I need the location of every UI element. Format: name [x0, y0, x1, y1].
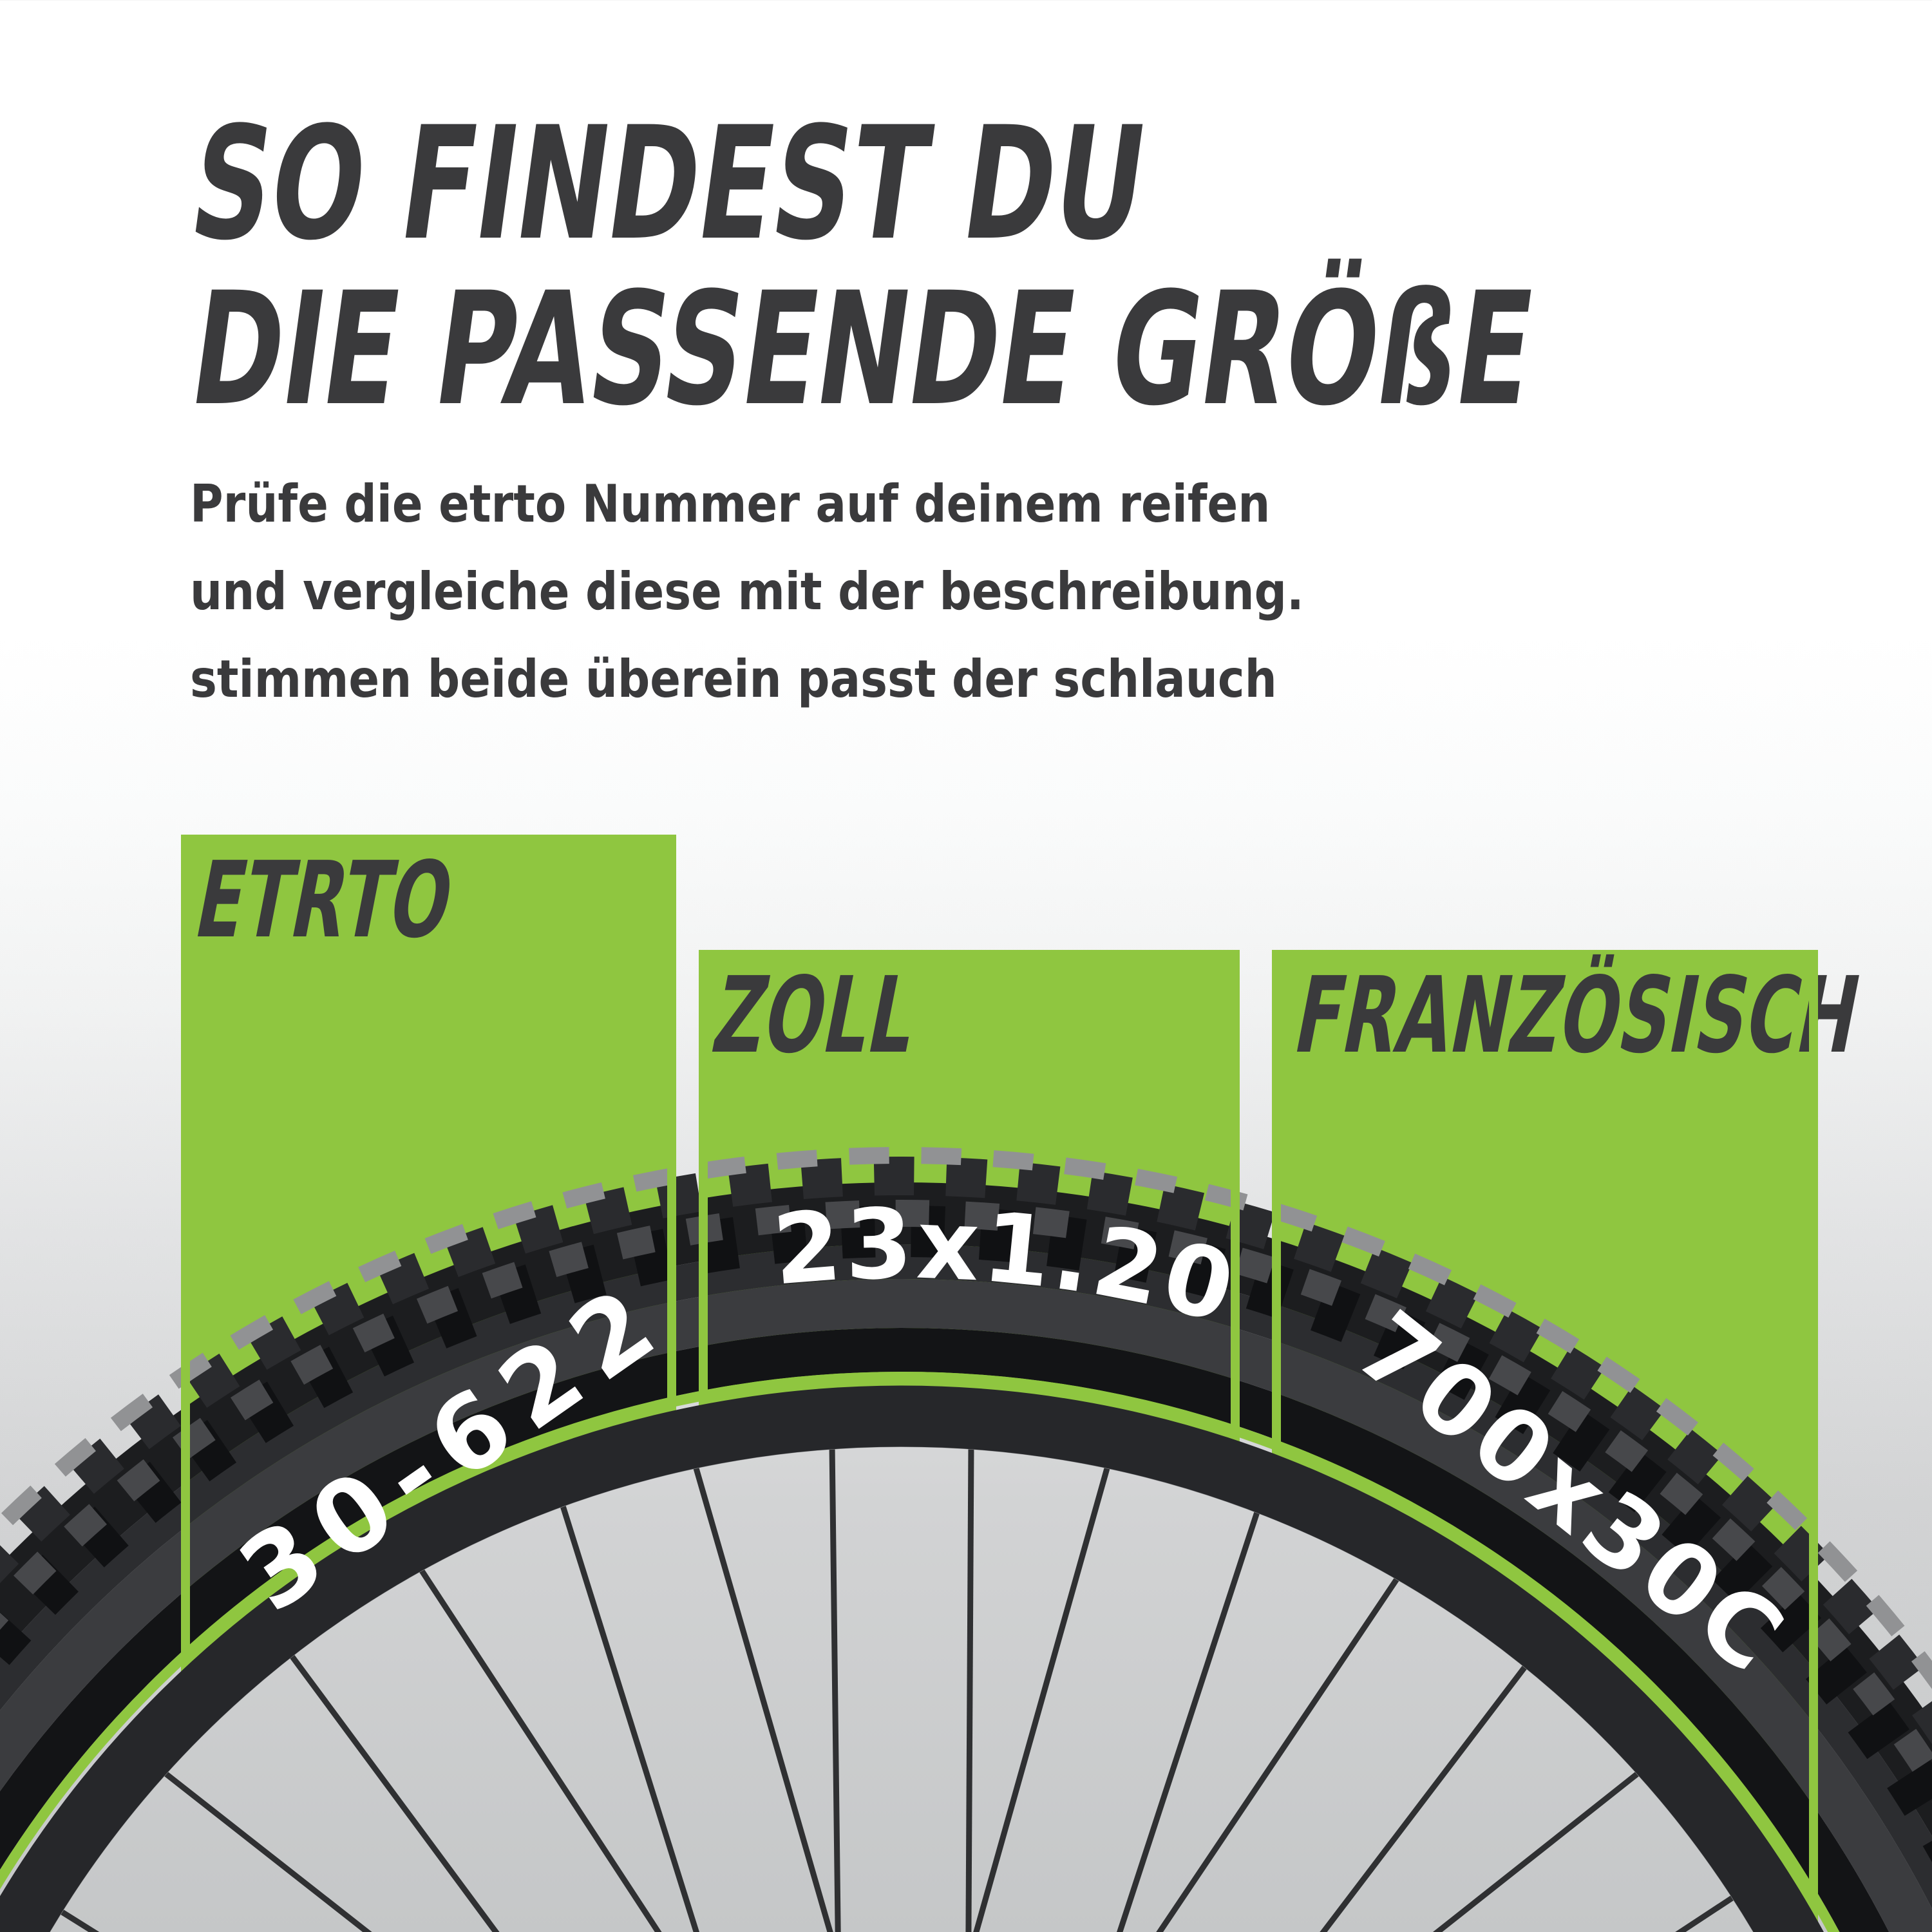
- tire-and-rim: [0, 1147, 1932, 1932]
- intro-line-1: Prüfe die etrto Nummer auf deinem reifen: [190, 474, 1271, 534]
- intro-paragraph: Prüfe die etrto Nummer auf deinem reifen…: [190, 460, 1456, 723]
- title-line-1: SO FINDEST DU: [181, 93, 1157, 275]
- title-line-2: DIE PASSENDE GRÖßE: [181, 259, 1545, 440]
- panel-outlines: [181, 844, 1818, 1900]
- wheel-spokes: [56, 1444, 1738, 1932]
- wheel-inner-background: [46, 1444, 1757, 1932]
- intro-line-3: stimmen beide überein passt der schlauch: [190, 649, 1277, 709]
- rim-pinstripe: [0, 1372, 1839, 1932]
- page-title: SO FINDEST DU DIE PASSENDE GRÖßE: [181, 93, 1932, 440]
- intro-line-2: und vergleiche diese mit der beschreibun…: [190, 562, 1304, 621]
